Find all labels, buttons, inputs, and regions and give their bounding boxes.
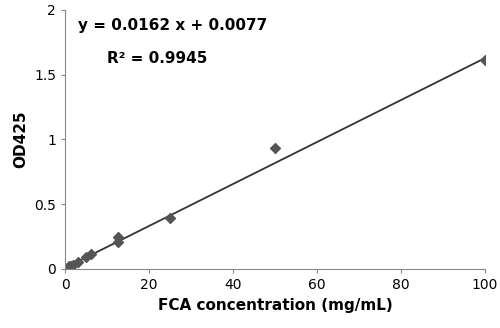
Y-axis label: OD425: OD425 bbox=[14, 111, 28, 168]
Point bbox=[271, 146, 279, 151]
Point bbox=[481, 58, 489, 63]
Point bbox=[74, 259, 82, 264]
X-axis label: FCA concentration (mg/mL): FCA concentration (mg/mL) bbox=[158, 297, 392, 313]
Point bbox=[87, 252, 95, 257]
Text: y = 0.0162 x + 0.0077: y = 0.0162 x + 0.0077 bbox=[78, 18, 267, 32]
Point bbox=[68, 263, 76, 268]
Point bbox=[65, 264, 73, 269]
Point bbox=[114, 239, 122, 244]
Point bbox=[70, 262, 78, 268]
Point bbox=[82, 255, 90, 260]
Text: R² = 0.9945: R² = 0.9945 bbox=[107, 51, 208, 66]
Point bbox=[114, 234, 122, 239]
Point bbox=[63, 265, 71, 270]
Point bbox=[166, 216, 174, 221]
